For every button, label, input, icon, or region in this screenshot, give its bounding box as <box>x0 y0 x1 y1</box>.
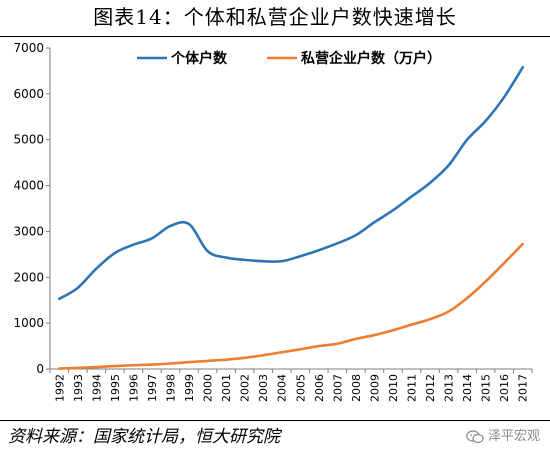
x-tick-label: 2014 <box>461 374 474 402</box>
x-tick-label: 2011 <box>406 374 419 402</box>
y-tick-label: 3000 <box>13 224 44 238</box>
x-tick-label: 2010 <box>387 374 400 402</box>
x-tick-label: 1994 <box>90 374 103 402</box>
x-tick-label: 1999 <box>183 374 196 402</box>
source-note: 资料来源：国家统计局，恒大研究院 <box>8 427 280 447</box>
title-divider <box>0 36 550 37</box>
x-tick-label: 2002 <box>239 374 252 402</box>
y-tick-label: 1000 <box>13 316 44 330</box>
x-tick-label: 1995 <box>109 374 122 402</box>
x-tick-label: 2008 <box>350 374 363 402</box>
y-tick-label: 6000 <box>13 87 44 101</box>
line-chart: 0 1000 2000 3000 4000 5000 6000 7000 1992 1993 199… <box>13 41 533 402</box>
y-tick-label: 7000 <box>13 41 44 55</box>
x-tick-label: 2017 <box>517 374 530 402</box>
legend-label-2: 私营企业户数（万户） <box>301 50 441 67</box>
x-tick-label: 2006 <box>313 374 326 402</box>
x-tick-label: 2001 <box>220 374 233 402</box>
wechat-icon <box>466 430 484 444</box>
y-tick-label: 4000 <box>13 179 44 193</box>
watermark: 泽平宏观 <box>466 427 540 447</box>
x-tick-label: 2004 <box>276 374 289 402</box>
x-tick-label: 2012 <box>424 374 437 402</box>
x-tick-label: 2013 <box>443 374 456 402</box>
x-tick-label: 1993 <box>72 374 85 402</box>
y-tick-label: 5000 <box>13 133 44 147</box>
x-tick-label: 2009 <box>368 374 381 402</box>
x-tick-label: 1998 <box>165 374 178 402</box>
x-tick-label: 1992 <box>53 374 66 402</box>
y-tick-label: 0 <box>36 362 44 376</box>
x-tick-label: 2000 <box>202 374 215 402</box>
chart-title: 图表14：个体和私营企业户数快速增长 <box>93 5 457 29</box>
x-tick-label: 1997 <box>146 374 159 402</box>
x-tick-label: 2005 <box>294 374 307 402</box>
x-tick-label: 2007 <box>331 374 344 402</box>
footer-divider <box>0 420 550 421</box>
x-tick-label: 2016 <box>498 374 511 402</box>
series-line-2 <box>57 242 525 370</box>
watermark-label: 泽平宏观 <box>487 429 540 444</box>
x-tick-label: 1996 <box>127 374 140 402</box>
legend-label-1: 个体户数 <box>170 50 228 67</box>
y-tick-label: 2000 <box>13 270 44 284</box>
series-line-1 <box>57 65 525 301</box>
x-tick-label: 2003 <box>257 374 270 402</box>
x-tick-label: 2015 <box>480 374 493 402</box>
